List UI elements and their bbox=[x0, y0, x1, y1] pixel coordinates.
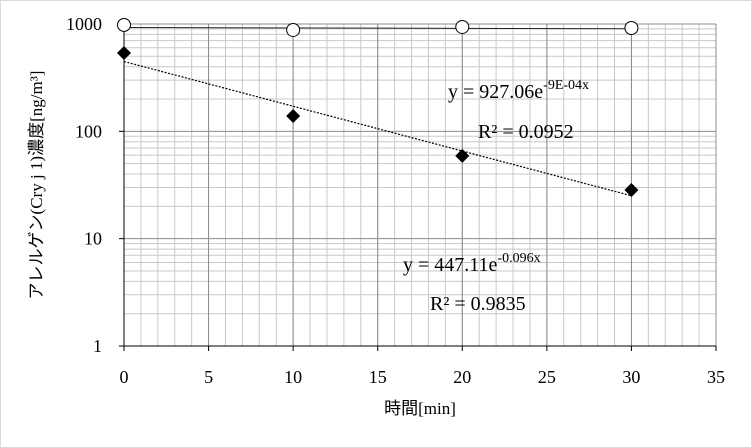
x-tick-label: 20 bbox=[453, 367, 471, 387]
data-point bbox=[286, 22, 301, 37]
trend-equation: y = 927.06e-9E-04x bbox=[448, 78, 589, 103]
x-axis-title: 時間[min] bbox=[384, 399, 456, 418]
data-point bbox=[455, 148, 470, 163]
trend-line bbox=[123, 27, 632, 30]
y-axis-title: アレルゲン(Cry j 1)濃度[ng/m³] bbox=[27, 71, 46, 300]
y-tick-label: 1 bbox=[93, 336, 102, 356]
equation-exponent: -0.096x bbox=[497, 251, 540, 266]
trend-equation: y = 447.11e-0.096x bbox=[403, 251, 541, 276]
data-point bbox=[624, 20, 639, 35]
y-tick-label: 1000 bbox=[66, 14, 102, 34]
data-point bbox=[455, 19, 470, 34]
equation-exponent: -9E-04x bbox=[543, 78, 589, 93]
y-tick-label: 10 bbox=[84, 229, 102, 249]
x-tick-label: 0 bbox=[120, 367, 129, 387]
x-tick-label: 35 bbox=[707, 367, 725, 387]
x-tick-label: 15 bbox=[369, 367, 387, 387]
equation-base: y = 927.06e bbox=[448, 81, 543, 103]
x-tick-label: 5 bbox=[204, 367, 213, 387]
r-squared: R² = 0.9835 bbox=[430, 293, 526, 315]
data-point bbox=[117, 45, 131, 60]
equation-base: y = 447.11e bbox=[403, 254, 498, 276]
data-point bbox=[624, 183, 639, 198]
x-tick-label: 25 bbox=[538, 367, 556, 387]
x-tick-label: 30 bbox=[622, 367, 640, 387]
y-tick-label: 100 bbox=[75, 121, 102, 141]
r-squared: R² = 0.0952 bbox=[478, 121, 574, 143]
x-tick-label: 10 bbox=[284, 367, 302, 387]
data-point bbox=[117, 17, 131, 32]
data-point bbox=[286, 108, 301, 123]
